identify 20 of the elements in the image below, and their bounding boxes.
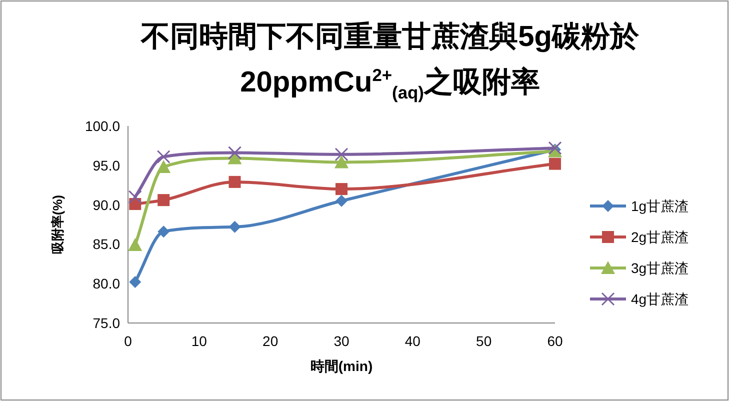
y-tick-label: 95.0 — [92, 157, 120, 174]
x-tick-label: 30 — [334, 333, 350, 349]
x-tick-label: 50 — [476, 333, 492, 349]
legend-label: 4g甘蔗渣 — [631, 291, 689, 307]
x-tick-label: 60 — [547, 333, 563, 349]
legend-label: 1g甘蔗渣 — [631, 198, 689, 214]
y-tick-label: 80.0 — [92, 276, 120, 292]
title: 不同時間下不同重量甘蔗渣與5g碳粉於20ppmCu$^{2+}$$_{(aq)}$之吸附率 — [140, 20, 640, 104]
x-tick-label: 10 — [191, 333, 208, 349]
y-tick-label: 75.0 — [92, 315, 120, 331]
x-axis-title: 時間(min) — [310, 358, 373, 374]
legend-label: 2g甘蔗渣 — [631, 229, 689, 245]
y-tick-label: 90.0 — [92, 196, 120, 213]
y-tick-label: 100.0 — [84, 118, 120, 134]
y-axis-title: 吸附率(%) — [50, 194, 65, 254]
legend-label: 3g甘蔗渣 — [631, 260, 689, 276]
y-tick-label: 85.0 — [92, 236, 120, 252]
x-tick-label: 0 — [124, 333, 132, 349]
x-tick-label: 20 — [262, 333, 278, 349]
x-tick-label: 40 — [404, 333, 421, 349]
